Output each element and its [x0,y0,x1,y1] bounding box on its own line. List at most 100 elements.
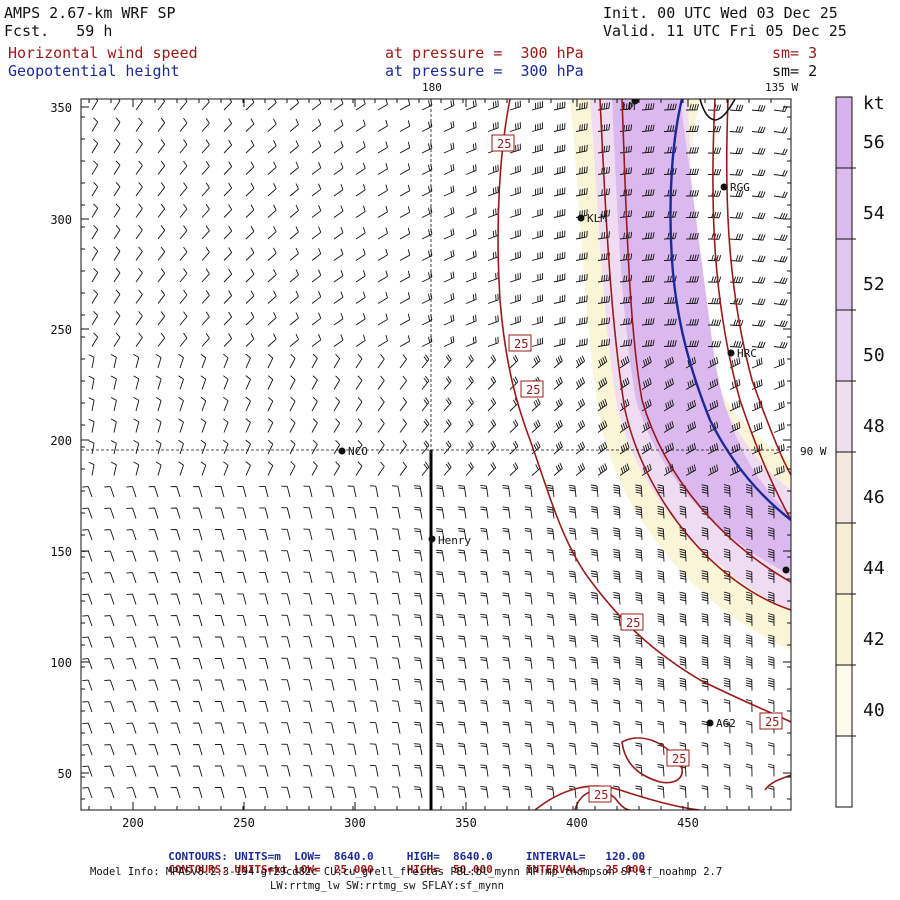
svg-text:KLM: KLM [587,212,607,225]
wind-barb [311,375,318,390]
wind-barb [311,140,322,154]
wind-barb [635,591,643,605]
wind-barb [751,147,766,155]
wind-barb [259,550,269,562]
wind-barb [575,316,588,326]
wind-barb [502,592,511,605]
wind-barb [223,247,233,261]
colorbar-bin [836,523,852,594]
wind-barb [657,570,665,584]
wind-barb [237,743,247,756]
colorbar-bin [836,594,852,665]
wind-barb [148,486,159,498]
wind-barb [723,785,731,799]
wind-barb [399,418,407,433]
wind-barb [487,397,497,412]
wind-barb [377,291,388,304]
wind-barb [267,290,277,304]
wind-barb [568,721,577,734]
wind-barb [237,679,247,691]
wind-barb [502,764,511,777]
wind-barb [148,615,159,627]
wind-barb [553,251,566,261]
wind-barb [126,658,137,670]
wind-barb [325,636,335,648]
wind-barb [179,225,188,240]
wind-barb [663,420,674,433]
wind-barb [707,276,722,283]
wind-barb [502,699,511,713]
wind-barb [214,571,225,584]
wind-barb [613,613,621,627]
axis-ticks [81,99,791,810]
wind-barb [355,227,366,240]
wind-barb [179,160,188,175]
wind-barb [487,229,499,240]
wind-barb [767,742,775,756]
wind-barb [223,396,229,412]
wind-barb [157,268,166,283]
wind-barb [267,161,277,175]
wind-barb [113,332,121,347]
wind-barb [267,269,277,283]
wind-barb [200,418,207,433]
contours-label: CONTOURS: [168,850,228,863]
wind-barb [597,274,610,283]
wind-barb [223,161,233,175]
wind-barb [641,167,655,175]
wind-barb [377,162,388,175]
wind-barb [553,337,566,347]
wind-barb [91,160,99,175]
wind-barb [773,298,788,306]
wind-barb [729,443,741,455]
wind-barb [575,377,586,390]
wind-barb [701,613,709,627]
wind-barb [223,139,233,154]
wind-barb [487,354,497,369]
wind-barb [267,183,277,197]
wind-barb [443,185,455,197]
model-info: Model Info: MPASv8.2.3-194-gf29cd82c CU:… [90,866,723,878]
wind-barb [751,169,766,177]
wind-barb [333,226,344,240]
wind-barb [436,635,445,648]
wind-barb [391,657,401,670]
wind-barb [613,677,621,691]
wind-barb [568,570,577,584]
wind-barb [369,506,379,519]
wind-barb [597,398,608,412]
wind-barb [509,315,521,326]
wind-barb [553,208,566,218]
wind-barb [707,443,719,455]
wind-barb [104,787,115,799]
wind-barb [355,162,366,175]
wind-barb [88,418,95,433]
wind-barb [723,591,731,605]
contour-labels: 25 25 25 25 25 25 25 [491,134,783,803]
wind-barb [597,123,610,132]
wind-barb [729,340,744,348]
wind-barb [347,507,357,519]
wind-barb [745,591,753,605]
wind-barb [443,461,452,476]
wind-barb [399,375,407,390]
wind-barb [553,316,566,326]
wind-barb [480,613,489,627]
wind-barb [729,126,744,133]
wind-barb [723,677,731,691]
wind-barb [436,571,445,584]
wind-barb [458,743,467,756]
wind-barb [553,376,563,390]
wind-barb [657,656,665,670]
station-hrc: HRC [727,347,757,360]
wind-barb [325,528,335,541]
wind-barb [663,168,677,175]
wind-barb [546,592,555,605]
wind-barb [237,722,247,734]
wind-barb [214,657,225,670]
wind-barb [723,763,731,777]
colorbar-bin [836,452,852,523]
contour-label: 25 [520,380,544,398]
wind-barb [524,570,533,584]
wind-barb [267,99,277,111]
